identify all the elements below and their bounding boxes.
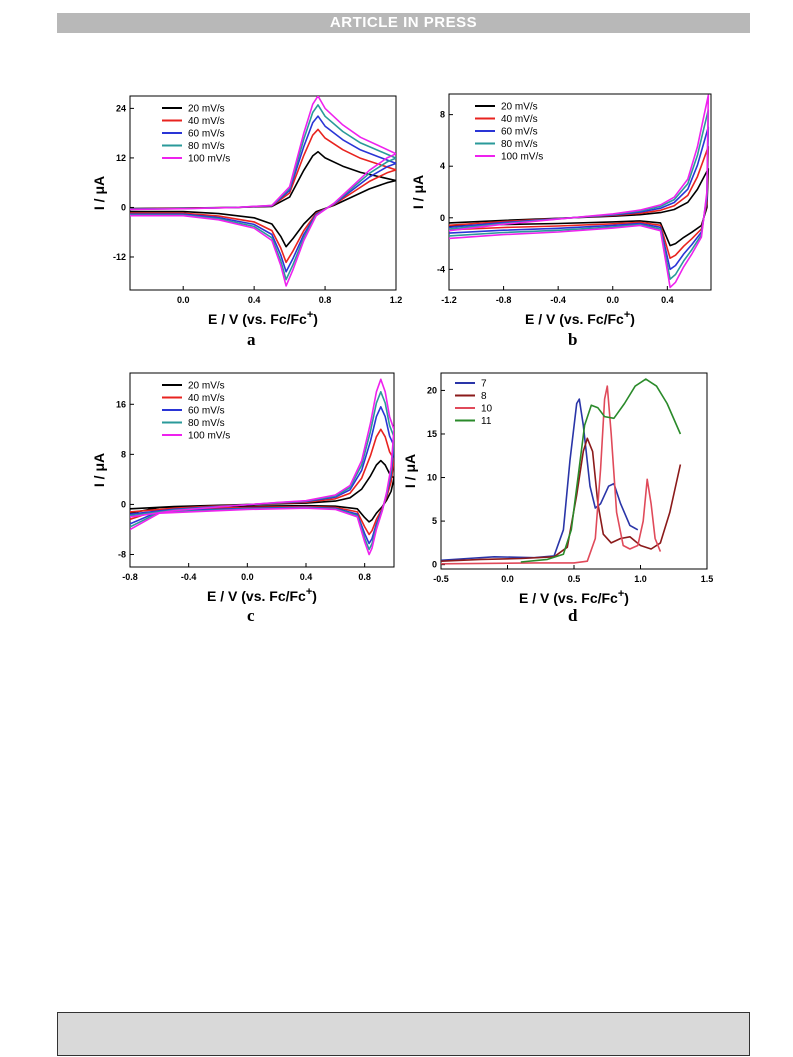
y-tick-label: -12	[113, 252, 126, 262]
article-in-press-banner: ARTICLE IN PRESS	[57, 13, 750, 33]
series-line-100-mv-s	[130, 96, 396, 287]
x-tick-label: 0.0	[501, 574, 514, 584]
y-tick-label: 0	[432, 560, 437, 570]
chart-svg-b: -1.2 -0.8 -0.4 0.0 0.4 -4 0 4 8 E / V (vs. Fc/Fc+…	[410, 93, 712, 327]
legend-label: 60 mV/s	[188, 406, 225, 417]
legend-label: 40 mV/s	[501, 114, 538, 125]
x-axis-label: E / V (vs. Fc/Fc+)	[207, 586, 317, 604]
legend-label: 20 mV/s	[188, 104, 225, 115]
footer-citation-box	[57, 1012, 750, 1056]
panel-label-d: d	[568, 606, 578, 625]
plot-frame	[129, 372, 395, 568]
series-line-40-mv-s	[130, 128, 396, 264]
y-tick-label: 0	[440, 213, 445, 223]
legend-label: 10	[481, 404, 493, 415]
series-line-80-mv-s	[130, 104, 396, 281]
x-tick-label: 0.5	[568, 574, 581, 584]
dpv-chart-panel-d: -0.5 0.0 0.5 1.0 1.5 0 5 10 15 20 E / V (vs. Fc/Fc…	[402, 365, 715, 606]
plot-frame	[129, 95, 397, 291]
y-tick-label: -4	[437, 264, 445, 274]
x-tick-label: -0.4	[550, 295, 566, 305]
x-tick-label: -0.5	[433, 574, 449, 584]
y-axis-label: I / μA	[402, 454, 418, 488]
x-axis-label: E / V (vs. Fc/Fc+)	[525, 309, 635, 327]
legend-label: 60 mV/s	[188, 129, 225, 140]
legend-label: 60 mV/s	[501, 127, 538, 138]
chart-svg-a: 0.0 0.4 0.8 1.2 -12 0 12 24 E / V (vs. Fc/Fc+) I …	[91, 95, 403, 327]
x-tick-label: -0.8	[496, 295, 512, 305]
series-line-11	[520, 378, 682, 563]
legend-label: 100 mV/s	[188, 431, 230, 442]
panel-label-b: b	[568, 330, 578, 349]
y-tick-label: 16	[116, 399, 126, 409]
legend-label: 8	[481, 391, 487, 402]
series-line-100-mv-s	[130, 378, 394, 556]
y-tick-label: 5	[432, 516, 437, 526]
series-line-80-mv-s	[130, 391, 394, 551]
y-tick-label: 24	[116, 103, 126, 113]
y-tick-label: 4	[440, 161, 445, 171]
y-tick-label: 8	[121, 449, 126, 459]
x-tick-label: -0.4	[181, 572, 197, 582]
legend-label: 40 mV/s	[188, 393, 225, 404]
legend-label: 80 mV/s	[501, 139, 538, 150]
legend-label: 100 mV/s	[188, 154, 230, 165]
series-line-20-mv-s	[130, 150, 396, 248]
x-tick-label: 0.0	[606, 295, 619, 305]
legend-label: 11	[481, 416, 492, 427]
x-tick-label: -1.2	[441, 295, 457, 305]
legend-label: 20 mV/s	[188, 381, 225, 392]
y-axis-label: I / μA	[91, 176, 107, 210]
x-axis-label: E / V (vs. Fc/Fc+)	[519, 588, 629, 606]
panel-label-a: a	[247, 330, 256, 349]
x-tick-label: -0.8	[122, 572, 138, 582]
cv-chart-panel-b: -1.2 -0.8 -0.4 0.0 0.4 -4 0 4 8 E / V (vs. Fc/Fc+…	[405, 90, 715, 330]
y-tick-label: 10	[427, 473, 437, 483]
x-tick-label: 0.0	[241, 572, 254, 582]
cv-chart-panel-a: 0.0 0.4 0.8 1.2 -12 0 12 24 E / V (vs. Fc/Fc+) I …	[90, 90, 403, 330]
y-axis-label: I / μA	[410, 175, 426, 209]
y-tick-label: 12	[116, 153, 126, 163]
x-tick-label: 1.2	[390, 295, 403, 305]
chart-svg-c: -0.8 -0.4 0.0 0.4 0.8 -8 0 8 16 E / V (vs. Fc/Fc+…	[91, 372, 395, 604]
legend-label: 80 mV/s	[188, 418, 225, 429]
y-tick-label: 0	[121, 202, 126, 212]
series-line-100-mv-s	[449, 94, 710, 289]
legend-label: 20 mV/s	[501, 102, 538, 113]
x-tick-label: 1.0	[634, 574, 647, 584]
legend-label: 40 mV/s	[188, 116, 225, 127]
series-line-60-mv-s	[130, 115, 396, 273]
y-tick-label: -8	[118, 549, 126, 559]
x-tick-label: 0.4	[300, 572, 313, 582]
series-line-7	[441, 398, 639, 562]
y-tick-label: 0	[121, 499, 126, 509]
plot-frame	[448, 93, 712, 291]
legend-label: 100 mV/s	[501, 152, 543, 163]
series-line-10	[441, 385, 662, 565]
x-tick-label: 1.5	[701, 574, 714, 584]
y-tick-label: 15	[427, 429, 437, 439]
y-axis-label: I / μA	[91, 453, 107, 487]
x-tick-label: 0.0	[177, 295, 190, 305]
y-tick-label: 20	[427, 385, 437, 395]
chart-svg-d: -0.5 0.0 0.5 1.0 1.5 0 5 10 15 20 E / V (vs. Fc/Fc…	[402, 372, 714, 606]
series-line-60-mv-s	[449, 126, 710, 271]
x-tick-label: 0.4	[248, 295, 261, 305]
x-axis-label: E / V (vs. Fc/Fc+)	[208, 309, 318, 327]
cv-chart-panel-c: -0.8 -0.4 0.0 0.4 0.8 -8 0 8 16 E / V (vs. Fc/Fc+…	[90, 365, 400, 605]
panel-label-c: c	[247, 606, 255, 625]
x-tick-label: 0.4	[661, 295, 674, 305]
series-line-20-mv-s	[130, 459, 394, 523]
y-tick-label: 8	[440, 110, 445, 120]
x-tick-label: 0.8	[358, 572, 371, 582]
x-tick-label: 0.8	[319, 295, 332, 305]
legend-label: 80 mV/s	[188, 141, 225, 152]
legend-label: 7	[481, 379, 487, 390]
